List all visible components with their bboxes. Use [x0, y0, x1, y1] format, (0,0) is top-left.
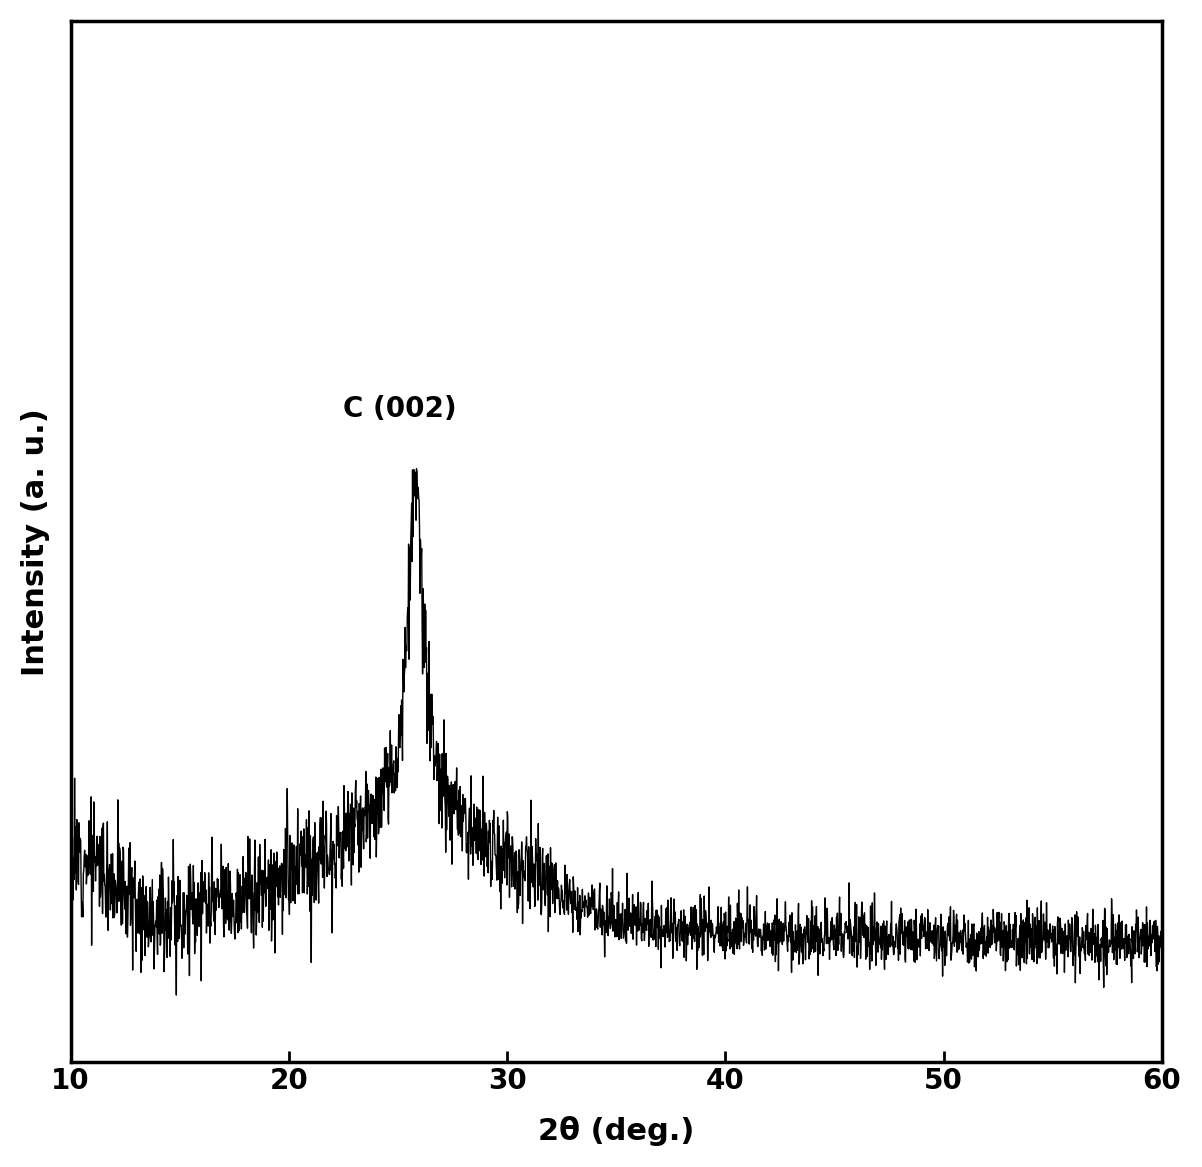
- X-axis label: 2θ (deg.): 2θ (deg.): [538, 1116, 695, 1146]
- Y-axis label: Intensity (a. u.): Intensity (a. u.): [20, 407, 49, 676]
- Text: C (002): C (002): [344, 394, 457, 422]
